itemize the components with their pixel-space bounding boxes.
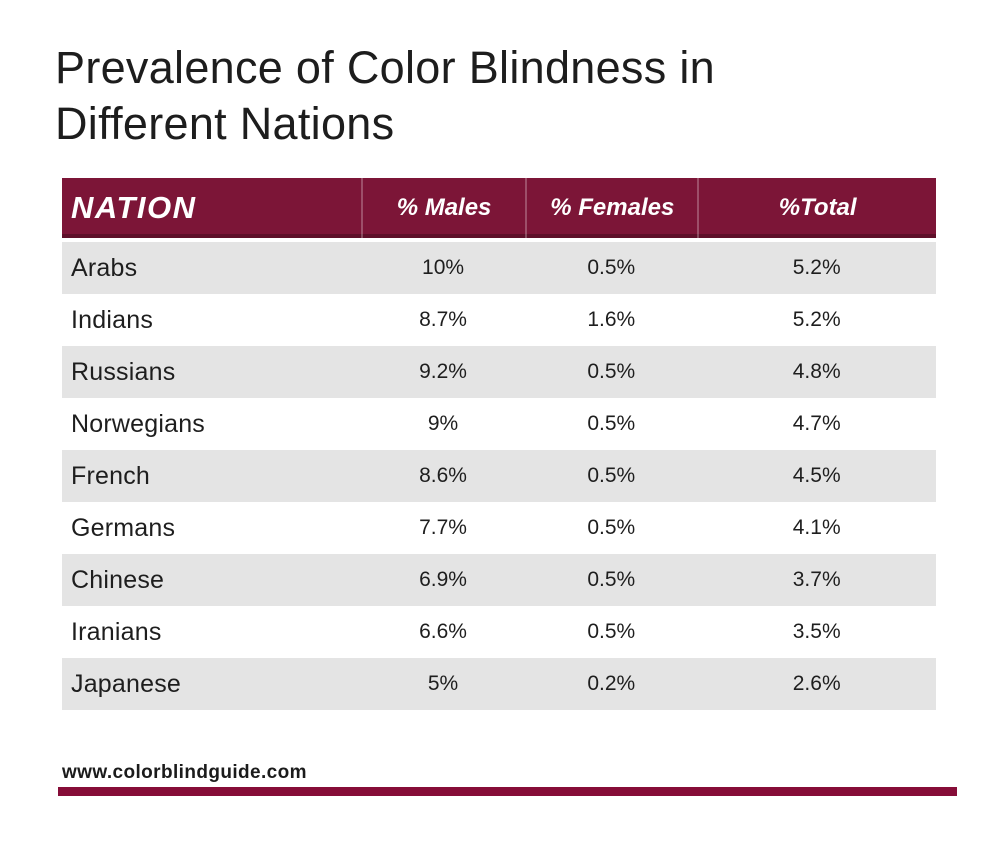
- cell-females: 0.2%: [587, 672, 636, 695]
- cell-females: 0.5%: [587, 256, 636, 279]
- cell-total: 5.2%: [792, 308, 841, 331]
- cell-females: 0.5%: [587, 464, 636, 487]
- cell-nation: Japanese: [71, 669, 182, 698]
- cell-nation: Arabs: [71, 253, 138, 282]
- col-header-nation: NATION: [62, 178, 361, 242]
- table-body: Arabs 10% 0.5% 5.2% Indians 8.7% 1.6% 5.2% Russi…: [62, 242, 936, 710]
- table-row: Arabs 10% 0.5% 5.2%: [62, 242, 936, 294]
- cell-nation: Russians: [71, 357, 176, 386]
- cell-males: 7.7%: [419, 516, 467, 539]
- cell-males: 9%: [427, 412, 459, 435]
- cell-total: 2.6%: [792, 672, 841, 695]
- cell-total: 4.1%: [792, 516, 841, 539]
- cell-nation: Chinese: [71, 565, 165, 594]
- cell-total: 4.8%: [792, 360, 841, 383]
- table-row: Chinese 6.9% 0.5% 3.7%: [62, 554, 936, 606]
- page-title: Prevalence of Color Blindness in Differe…: [55, 42, 715, 149]
- table-row: Norwegians 9% 0.5% 4.7%: [62, 398, 936, 450]
- table-row: French 8.6% 0.5% 4.5%: [62, 450, 936, 502]
- color-blindness-table: NATION % Males % Females %Total Arabs 10%…: [62, 178, 936, 710]
- cell-nation: Germans: [71, 513, 176, 542]
- table-row: Germans 7.7% 0.5% 4.1%: [62, 502, 936, 554]
- table-row: Russians 9.2% 0.5% 4.8%: [62, 346, 936, 398]
- table-row: Iranians 6.6% 0.5% 3.5%: [62, 606, 936, 658]
- cell-nation: Norwegians: [71, 409, 206, 438]
- cell-females: 0.5%: [587, 568, 636, 591]
- accent-bar: [58, 787, 957, 796]
- table-row: Indians 8.7% 1.6% 5.2%: [62, 294, 936, 346]
- cell-males: 6.9%: [419, 568, 467, 591]
- footer-url: www.colorblindguide.com: [62, 762, 307, 783]
- cell-nation: Indians: [71, 305, 154, 334]
- col-header-females: % Females: [525, 178, 698, 242]
- cell-total: 3.7%: [792, 568, 841, 591]
- cell-males: 8.6%: [419, 464, 467, 487]
- cell-females: 0.5%: [587, 516, 636, 539]
- cell-females: 0.5%: [587, 412, 636, 435]
- cell-total: 4.7%: [792, 412, 841, 435]
- cell-total: 3.5%: [792, 620, 841, 643]
- cell-females: 1.6%: [587, 308, 636, 331]
- cell-males: 5%: [427, 672, 459, 695]
- cell-total: 5.2%: [792, 256, 841, 279]
- cell-males: 6.6%: [419, 620, 467, 643]
- cell-males: 9.2%: [419, 360, 467, 383]
- col-header-males: % Males: [360, 178, 526, 242]
- cell-nation: Iranians: [71, 617, 162, 646]
- table-header-row: NATION % Males % Females %Total: [62, 178, 936, 242]
- cell-males: 10%: [422, 256, 465, 279]
- cell-nation: French: [71, 461, 151, 490]
- cell-total: 4.5%: [792, 464, 841, 487]
- cell-males: 8.7%: [419, 308, 467, 331]
- table-row: Japanese 5% 0.2% 2.6%: [62, 658, 936, 710]
- col-header-total: %Total: [697, 178, 936, 242]
- cell-females: 0.5%: [587, 620, 636, 643]
- cell-females: 0.5%: [587, 360, 636, 383]
